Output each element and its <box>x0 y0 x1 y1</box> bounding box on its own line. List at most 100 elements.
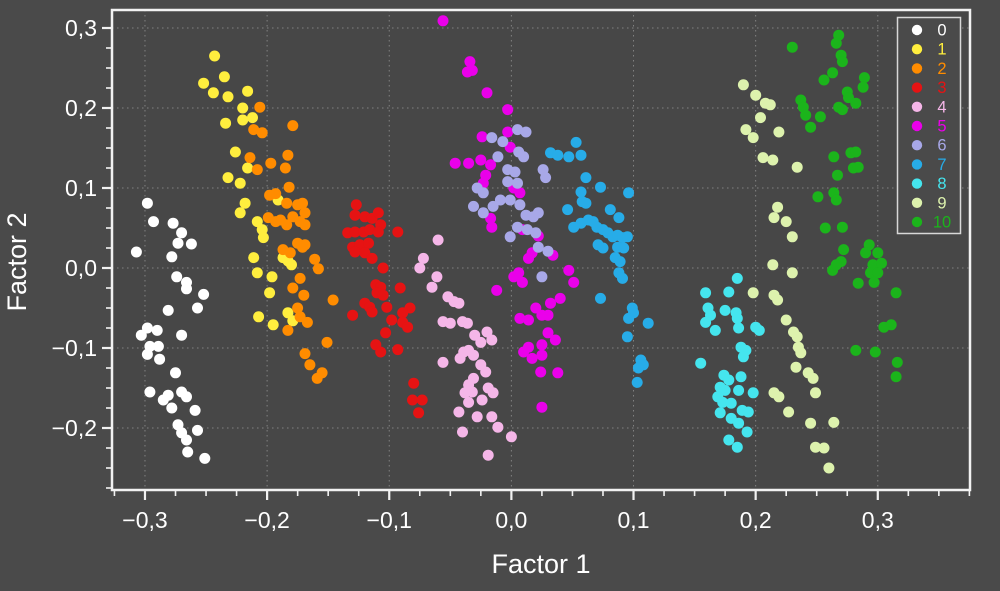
data-point <box>621 231 633 243</box>
data-point <box>492 151 504 163</box>
data-point <box>251 216 263 228</box>
data-point <box>265 157 277 169</box>
data-point <box>457 426 468 438</box>
data-point <box>780 216 792 228</box>
legend-marker <box>911 140 923 151</box>
data-point <box>444 317 456 329</box>
data-point <box>141 322 153 334</box>
data-point <box>772 201 784 213</box>
data-point <box>497 136 509 148</box>
data-point <box>617 272 628 284</box>
data-point <box>464 56 476 68</box>
data-point <box>575 186 587 198</box>
data-point <box>614 256 626 268</box>
data-point <box>830 194 842 206</box>
data-point <box>151 324 163 336</box>
data-point <box>508 271 520 283</box>
data-point <box>631 376 643 388</box>
data-point <box>281 197 293 209</box>
data-point <box>891 356 903 368</box>
data-point <box>857 81 869 93</box>
data-point <box>872 247 884 259</box>
data-point <box>731 312 743 324</box>
data-point <box>597 242 609 254</box>
data-point <box>868 276 880 288</box>
data-point <box>595 292 606 304</box>
data-point <box>723 374 735 386</box>
data-point <box>773 126 785 138</box>
data-point <box>299 348 311 360</box>
data-point <box>309 253 321 265</box>
data-point <box>753 324 765 336</box>
data-point <box>256 127 268 139</box>
legend-label: 3 <box>937 79 946 97</box>
x-tick-label: 0,3 <box>862 507 894 533</box>
data-point <box>733 417 745 429</box>
data-point <box>512 124 523 136</box>
data-point <box>604 204 616 216</box>
x-tick-label: 0,1 <box>618 507 650 533</box>
data-point <box>549 334 561 346</box>
data-point <box>135 329 147 341</box>
legend-marker <box>911 82 923 93</box>
legend-label: 6 <box>937 137 946 155</box>
data-point <box>130 246 142 258</box>
data-point <box>487 387 499 399</box>
data-point <box>248 252 260 264</box>
data-point <box>504 194 516 206</box>
data-point <box>144 386 156 398</box>
data-point <box>282 324 294 336</box>
data-point <box>141 197 153 209</box>
series-9 <box>737 79 840 474</box>
data-point <box>580 197 592 209</box>
data-point <box>366 252 378 264</box>
data-points <box>130 15 903 474</box>
data-point <box>166 251 178 263</box>
data-point <box>257 232 269 244</box>
x-tick-label: 0,0 <box>495 507 527 533</box>
data-point <box>536 271 548 283</box>
data-point <box>198 77 210 89</box>
data-point <box>304 359 316 371</box>
data-point <box>733 384 745 396</box>
data-point <box>481 326 493 338</box>
data-point <box>299 219 311 231</box>
legend-marker <box>911 24 923 36</box>
y-tick-label: 0,2 <box>65 95 97 121</box>
data-point <box>181 391 192 403</box>
data-point <box>380 327 392 339</box>
data-point <box>536 401 548 413</box>
legend-marker <box>911 159 923 170</box>
data-point <box>807 372 819 384</box>
data-point <box>786 41 798 53</box>
data-point <box>170 367 181 379</box>
data-point <box>437 356 449 368</box>
data-point <box>552 149 564 161</box>
data-point <box>532 241 544 253</box>
data-point <box>207 87 219 99</box>
data-point <box>237 114 249 126</box>
data-point <box>852 161 864 173</box>
data-point <box>244 152 256 164</box>
data-point <box>514 187 526 199</box>
data-point <box>878 321 890 333</box>
data-point <box>408 377 420 389</box>
data-point <box>735 371 747 383</box>
data-point <box>286 259 297 271</box>
data-point <box>504 231 516 243</box>
y-tick-label: −0,1 <box>52 335 97 361</box>
data-point <box>623 312 635 324</box>
data-point <box>254 101 266 113</box>
data-point <box>176 227 188 239</box>
data-point <box>502 104 514 116</box>
data-point <box>830 259 842 271</box>
data-point <box>836 221 848 233</box>
data-point <box>242 85 254 97</box>
data-point <box>284 247 296 259</box>
series-1 <box>198 50 299 331</box>
data-point <box>287 282 299 294</box>
data-point <box>469 329 481 341</box>
data-point <box>480 366 492 378</box>
series-10 <box>786 29 903 383</box>
data-point <box>192 302 203 314</box>
